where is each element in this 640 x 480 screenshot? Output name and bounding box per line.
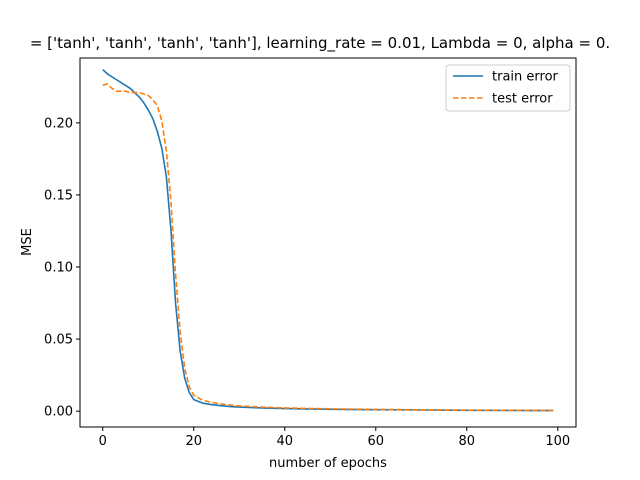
y-tick-label: 0.15 [44, 188, 73, 203]
y-tick-label: 0.05 [44, 333, 73, 348]
plot-area [79, 57, 577, 428]
x-tick-label: 0 [99, 434, 107, 449]
series-layer [102, 68, 554, 412]
y-tick-label: 0.20 [44, 116, 73, 131]
x-tick-label: 80 [459, 434, 476, 449]
y-tick-label: 0.10 [44, 261, 73, 276]
x-axis-ticks: 0 20 40 60 80 100 [99, 427, 570, 449]
series-line-test-error [102, 83, 554, 412]
legend-label: train error [492, 70, 559, 85]
x-tick-label: 60 [368, 434, 385, 449]
y-tick-label: 0.00 [44, 405, 73, 420]
series-line-train-error [102, 68, 554, 412]
x-tick-label: 100 [545, 434, 570, 449]
x-axis-label: number of epochs [269, 456, 387, 471]
legend: train error test error [445, 64, 571, 112]
x-tick-label: 20 [185, 434, 202, 449]
y-axis-ticks: 0.00 0.05 0.10 0.15 0.20 [44, 116, 80, 420]
y-axis-label: MSE [20, 228, 35, 256]
chart-title: = ['tanh', 'tanh', 'tanh', 'tanh'], lear… [30, 34, 610, 53]
legend-label: test error [492, 92, 553, 107]
x-tick-label: 40 [276, 434, 293, 449]
